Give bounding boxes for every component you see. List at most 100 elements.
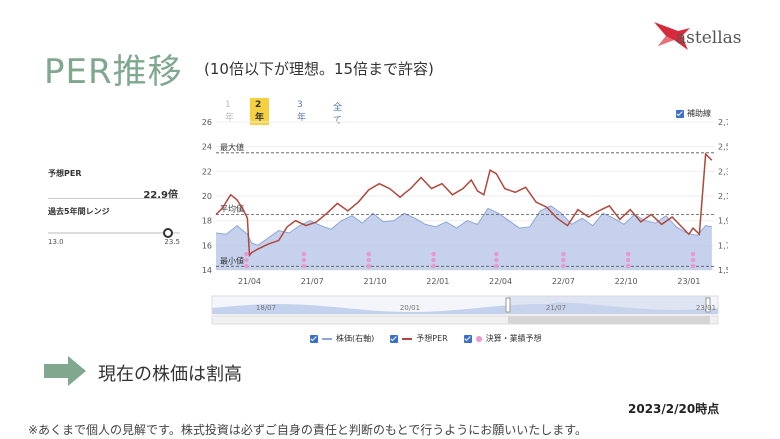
legend-earnings-swatch: [475, 335, 482, 342]
earnings-marker: [301, 251, 307, 257]
earnings-marker: [431, 251, 436, 257]
y-right-tick-label: 1,700: [718, 241, 728, 250]
navigator-tick-label: 18/07: [256, 304, 276, 312]
slide-subtitle: (10倍以下が理想。15倍まで許容): [204, 60, 434, 78]
as-of-date: 2023/2/20時点: [628, 402, 720, 416]
earnings-marker: [431, 263, 436, 269]
aux-line-toggle[interactable]: 補助線: [676, 108, 711, 119]
range-max: 23.5: [164, 238, 180, 246]
earnings-marker: [561, 251, 566, 257]
earnings-marker: [494, 251, 499, 257]
chart-legend: 株価(右軸) 予想PER 決算・業績予想: [310, 333, 542, 344]
legend-earnings[interactable]: 決算・業績予想: [463, 333, 542, 344]
navigator-tick-label: 21/07: [546, 304, 566, 312]
earnings-marker: [366, 263, 372, 269]
earnings-marker: [431, 257, 436, 263]
earnings-marker: [494, 257, 499, 263]
reference-line-label: 最小値: [220, 255, 244, 265]
arrow-right-icon: [44, 356, 86, 386]
y-left-tick-label: 18: [202, 217, 212, 226]
earnings-marker: [244, 257, 249, 263]
earnings-marker: [366, 251, 372, 257]
earnings-marker: [244, 251, 249, 257]
scrollbar-track: [211, 315, 719, 325]
conclusion-message: 現在の株価は割高: [98, 364, 242, 385]
range-bar: [48, 232, 180, 234]
earnings-marker: [690, 251, 696, 257]
legend-per-label: 予想PER: [416, 334, 448, 343]
legend-per-swatch: [402, 337, 413, 340]
earnings-marker: [301, 263, 307, 269]
legend-earnings-checkbox[interactable]: [463, 334, 472, 343]
earnings-marker: [625, 263, 631, 269]
y-right-tick-label: 2,500: [718, 143, 728, 152]
navigator-handle-right: [705, 297, 711, 313]
earnings-marker: [690, 263, 696, 269]
tab-all[interactable]: 全て: [333, 103, 343, 126]
legend-price-swatch: [322, 337, 332, 340]
tab-1y[interactable]: 1年: [225, 100, 235, 123]
earnings-marker: [561, 257, 566, 263]
aux-checkbox[interactable]: [676, 109, 684, 118]
y-right-tick-label: 1,500: [718, 266, 728, 275]
y-right-tick-label: 2,700: [718, 118, 728, 127]
legend-price-checkbox[interactable]: [310, 334, 318, 343]
tab-2y[interactable]: 2年: [250, 98, 269, 125]
x-tick-label: 22/07: [552, 277, 575, 286]
navigator-selection: [508, 296, 710, 314]
x-tick-label: 21/07: [301, 277, 324, 286]
range-current-marker: [163, 228, 174, 238]
y-left-tick-label: 22: [202, 167, 212, 176]
y-right-tick-label: 2,100: [718, 192, 728, 201]
legend-per[interactable]: 予想PER: [390, 333, 448, 344]
y-right-tick-label: 1,900: [718, 217, 728, 226]
y-left-tick-label: 14: [202, 266, 212, 275]
price-area: [216, 205, 712, 270]
navigator-handle-left: [505, 297, 511, 313]
aux-label: 補助線: [687, 109, 711, 118]
scrollbar-thumb: [508, 316, 710, 324]
earnings-marker: [244, 263, 249, 269]
earnings-marker: [301, 257, 307, 263]
company-logo: astellas: [652, 18, 762, 58]
per-summary-panel: 予想PER 22.9倍 過去5年間レンジ 13.0 23.5: [44, 162, 184, 254]
navigator-tick-label: 20/01: [400, 304, 420, 312]
legend-per-checkbox[interactable]: [390, 334, 399, 343]
logo-text: astellas: [676, 28, 742, 48]
reference-line-label: 平均値: [220, 204, 244, 214]
y-left-tick-label: 16: [202, 241, 212, 250]
y-left-tick-label: 24: [202, 143, 212, 152]
x-tick-label: 21/10: [363, 277, 386, 286]
earnings-marker: [625, 257, 631, 263]
price-line: [215, 205, 713, 246]
x-tick-label: 21/04: [238, 277, 261, 286]
per-chart: 14 16 18 20 22 24 26 1,500 1,700 1,900 2,100 2,300 2…: [202, 118, 728, 325]
earnings-marker: [690, 257, 696, 263]
range-min: 13.0: [48, 238, 64, 246]
disclaimer: ※あくまで個人の見解です。株式投資は必ずご自身の責任と判断のもとで行うようにお願…: [28, 423, 588, 437]
y-left-tick-label: 20: [202, 192, 212, 201]
slide-title: PER推移: [44, 52, 183, 92]
earnings-marker: [366, 257, 372, 263]
earnings-marker: [561, 263, 566, 269]
range-label: 過去5年間レンジ: [48, 207, 110, 216]
reference-line-label: 最大値: [220, 142, 244, 152]
navigator-tick-label: 23/01: [696, 304, 716, 312]
divider: [48, 198, 180, 199]
y-right-tick-label: 2,300: [718, 167, 728, 176]
earnings-marker: [494, 263, 499, 269]
forecast-per-label: 予想PER: [48, 169, 82, 178]
y-left-tick-label: 26: [202, 118, 212, 127]
legend-price-label: 株価(右軸): [336, 334, 375, 343]
x-tick-label: 22/04: [489, 277, 512, 286]
x-tick-label: 22/10: [615, 277, 638, 286]
x-tick-label: 23/01: [677, 277, 700, 286]
legend-earnings-label: 決算・業績予想: [485, 334, 542, 343]
forecast-per-value: 22.9倍: [143, 190, 178, 201]
tab-3y[interactable]: 3年: [297, 100, 307, 123]
earnings-marker: [625, 251, 631, 257]
per-line: [215, 152, 713, 258]
logo-star-icon: [654, 22, 690, 50]
x-tick-label: 22/01: [426, 277, 449, 286]
legend-price[interactable]: 株価(右軸): [310, 333, 374, 344]
